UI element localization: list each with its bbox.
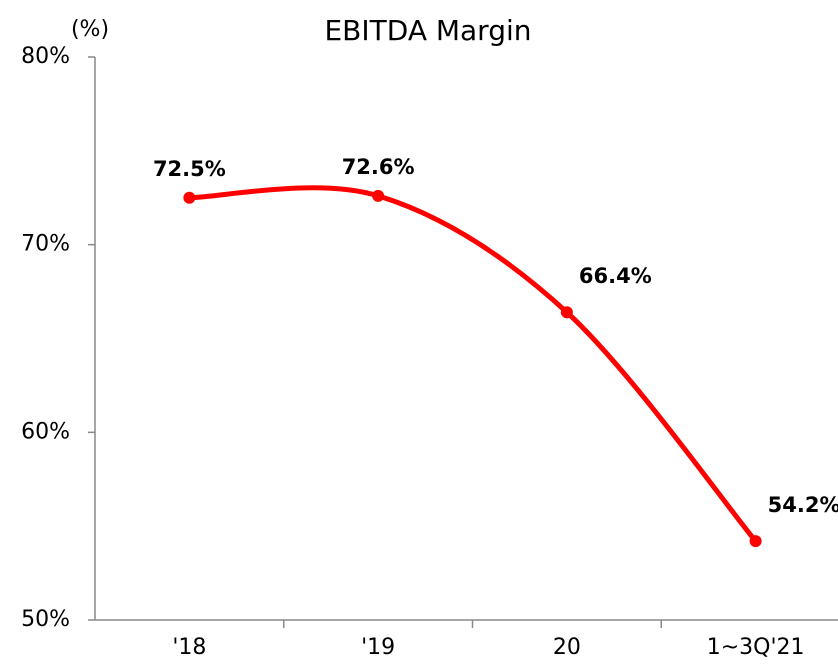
x-tick-label: 1~3Q'21: [707, 635, 805, 660]
y-tick-label: 80%: [21, 44, 70, 69]
y-axis-label: (%): [71, 17, 109, 42]
y-tick-label: 70%: [21, 232, 70, 257]
x-tick-label: '19: [361, 635, 395, 660]
point: [560, 306, 573, 319]
value-label: 54.2%: [768, 493, 838, 517]
point: [749, 535, 762, 548]
point: [372, 189, 385, 202]
x-tick-label: 20: [553, 635, 581, 660]
line: [189, 185, 758, 543]
value-label: 66.4%: [579, 264, 652, 288]
y-tick-label: 50%: [21, 607, 70, 632]
value-label: 72.5%: [153, 157, 226, 181]
x-tick-label: '18: [172, 635, 206, 660]
y-tick-label: 60%: [21, 419, 70, 444]
chart-title: EBITDA Margin: [324, 14, 531, 47]
point: [183, 191, 196, 204]
value-label: 72.6%: [342, 155, 415, 179]
